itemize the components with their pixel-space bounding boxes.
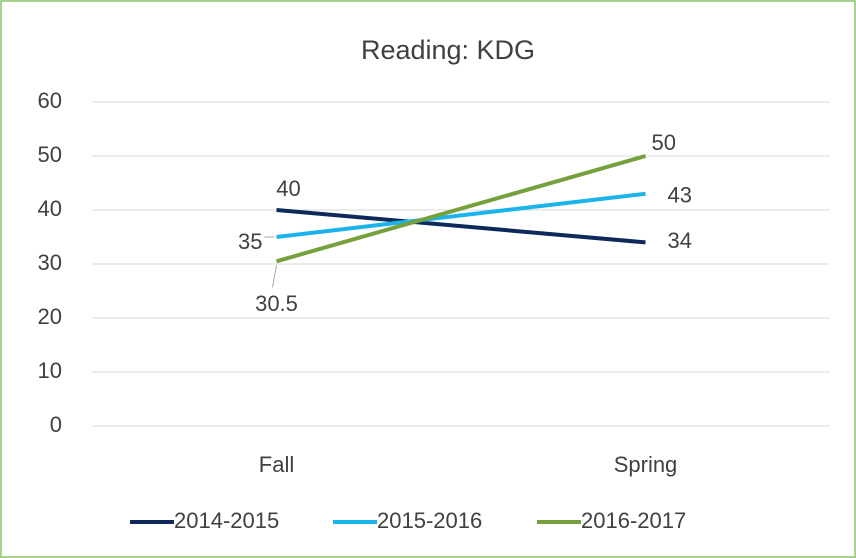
data-label: 40 bbox=[276, 176, 300, 201]
x-tick-label: Spring bbox=[614, 452, 678, 477]
y-tick-label: 30 bbox=[38, 250, 62, 275]
leader-line bbox=[272, 265, 277, 288]
series-line bbox=[275, 154, 647, 264]
y-tick-label: 40 bbox=[38, 196, 62, 221]
y-tick-label: 0 bbox=[50, 412, 62, 437]
y-tick-label: 50 bbox=[38, 142, 62, 167]
data-label: 34 bbox=[668, 228, 692, 253]
data-label: 43 bbox=[668, 183, 692, 208]
chart-title: Reading: KDG bbox=[361, 35, 535, 65]
y-tick-label: 60 bbox=[38, 88, 62, 113]
data-label: 35 bbox=[238, 229, 262, 254]
legend-label: 2015-2016 bbox=[377, 508, 482, 533]
data-label: 50 bbox=[652, 130, 676, 155]
series-line bbox=[276, 191, 646, 239]
x-tick-label: Fall bbox=[259, 452, 294, 477]
legend-label: 2014-2015 bbox=[174, 508, 279, 533]
y-tick-label: 10 bbox=[38, 358, 62, 383]
data-label: 30.5 bbox=[255, 291, 298, 316]
series-line bbox=[276, 208, 646, 245]
y-tick-label: 20 bbox=[38, 304, 62, 329]
legend-label: 2016-2017 bbox=[581, 508, 686, 533]
